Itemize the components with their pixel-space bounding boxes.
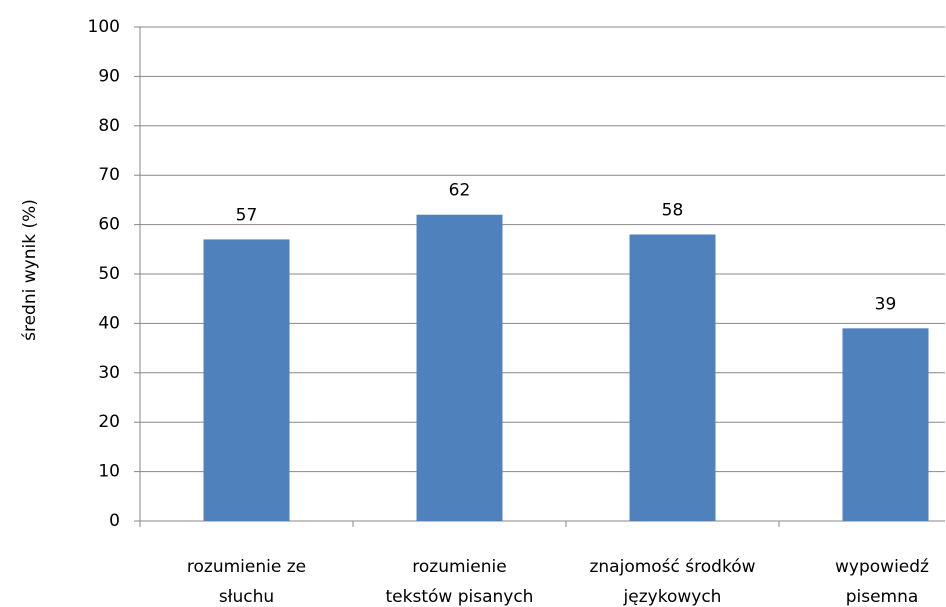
y-tick-label: 20 xyxy=(98,412,120,432)
y-axis-label: średni wynik (%) xyxy=(20,199,40,341)
y-tick-label: 0 xyxy=(109,511,120,531)
y-tick-label: 100 xyxy=(88,17,120,37)
data-label: 62 xyxy=(449,181,471,201)
y-tick-label: 80 xyxy=(98,116,120,136)
y-tick-label: 30 xyxy=(98,363,120,383)
bar xyxy=(203,239,290,522)
x-tick-label: wypowiedź pisemna xyxy=(835,557,929,607)
bar xyxy=(842,328,929,521)
data-label: 58 xyxy=(662,200,684,220)
y-tick-label: 10 xyxy=(98,462,120,482)
y-tick-label: 70 xyxy=(98,165,120,185)
y-tick-label: 40 xyxy=(98,313,120,333)
y-tick-label: 60 xyxy=(98,215,120,235)
y-tick-label: 90 xyxy=(98,66,120,86)
x-tick-label: rozumienie tekstów pisanych xyxy=(386,557,534,607)
bar xyxy=(416,214,503,521)
data-label: 39 xyxy=(875,294,897,314)
bar xyxy=(629,234,716,522)
x-tick-label: rozumienie ze słuchu xyxy=(187,557,306,607)
y-tick-label: 50 xyxy=(98,264,120,284)
data-label: 57 xyxy=(236,205,258,225)
x-tick-label: znajomość środków językowych xyxy=(589,557,755,607)
